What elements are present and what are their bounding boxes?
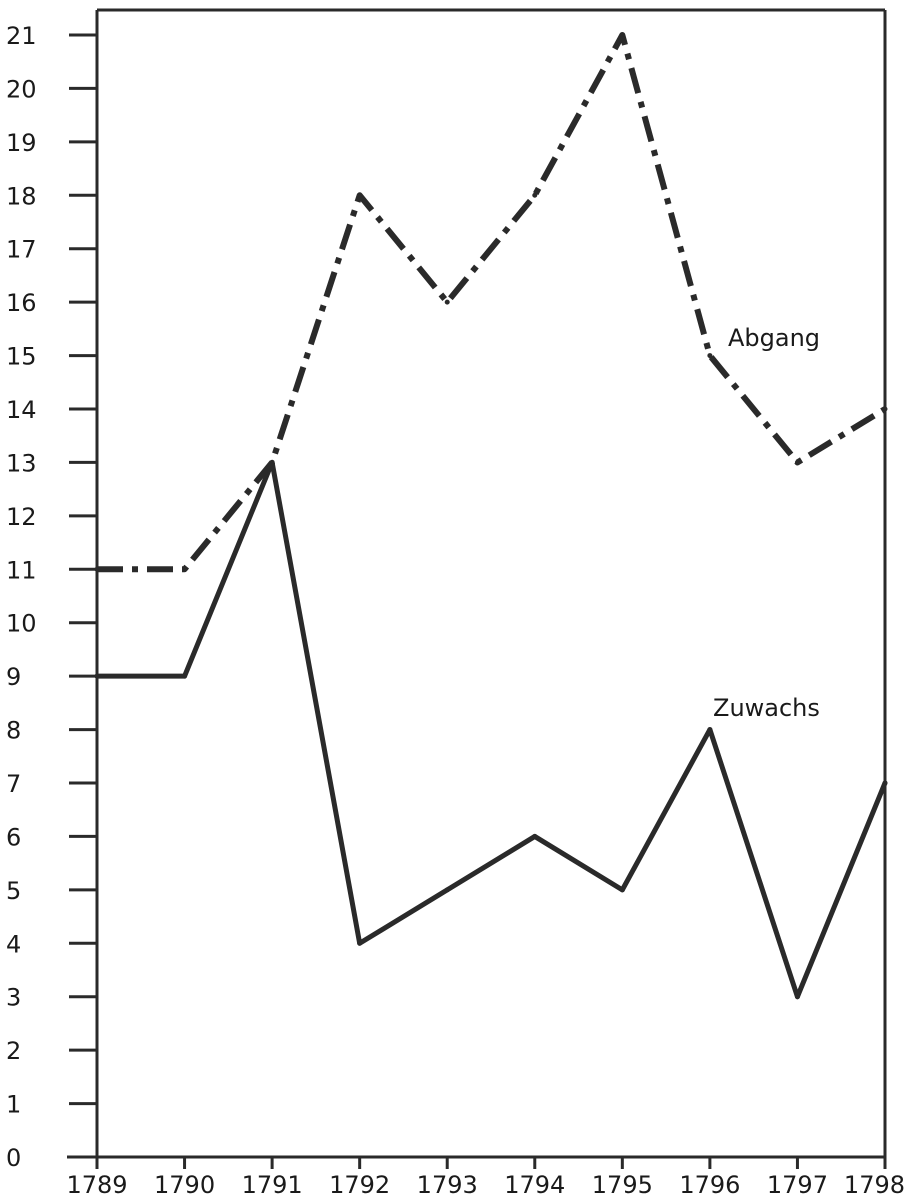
y-tick-label: 17	[6, 236, 37, 264]
data-point-abgang	[94, 566, 100, 572]
y-tick-label: 13	[6, 449, 37, 477]
series-layer	[94, 32, 888, 1000]
data-point-abgang	[882, 406, 888, 412]
data-point-zuwachs	[794, 994, 800, 1000]
data-point-zuwachs	[532, 833, 538, 839]
series-label-zuwachs: Zuwachs	[713, 694, 820, 722]
y-tick-label: 10	[6, 610, 37, 638]
data-point-zuwachs	[357, 940, 363, 946]
data-point-abgang	[619, 32, 625, 38]
x-tick-label: 1795	[592, 1171, 653, 1199]
x-tick-label: 1794	[504, 1171, 565, 1199]
x-tick-label: 1793	[417, 1171, 478, 1199]
x-tick-label: 1791	[242, 1171, 303, 1199]
data-point-zuwachs	[619, 887, 625, 893]
y-tick-label: 3	[6, 984, 21, 1012]
data-point-abgang	[707, 353, 713, 359]
data-point-zuwachs	[444, 887, 450, 893]
x-tick-label: 1798	[844, 1171, 905, 1199]
y-tick-label: 16	[6, 289, 37, 317]
y-tick-label: 15	[6, 343, 37, 371]
data-point-zuwachs	[707, 727, 713, 733]
y-tick-label: 1	[6, 1091, 21, 1119]
y-tick-label: 20	[6, 75, 37, 103]
y-tick-label: 2	[6, 1037, 21, 1065]
series-line-zuwachs	[94, 459, 888, 1000]
data-point-abgang	[444, 299, 450, 305]
data-point-abgang	[794, 459, 800, 465]
data-point-zuwachs	[182, 673, 188, 679]
y-tick-label: 5	[6, 877, 21, 905]
data-point-abgang	[532, 192, 538, 198]
series-label-abgang: Abgang	[728, 324, 820, 352]
y-tick-label: 21	[6, 22, 37, 50]
y-tick-label: 18	[6, 182, 37, 210]
series-line-abgang	[97, 32, 887, 573]
x-tick-label: 1792	[329, 1171, 390, 1199]
y-tick-label: 8	[6, 717, 21, 745]
data-point-zuwachs	[94, 673, 100, 679]
x-axis-ticks: 1789 1790 1791 1792 1793 1794 1795 1796 1797 1798	[66, 1157, 905, 1199]
y-tick-label: 11	[6, 556, 37, 584]
x-tick-label: 1797	[767, 1171, 828, 1199]
x-tick-label: 1789	[66, 1171, 127, 1199]
data-point-abgang	[357, 192, 363, 198]
y-tick-label: 6	[6, 823, 21, 851]
data-point-abgang	[182, 566, 188, 572]
y-tick-label: 9	[6, 663, 21, 691]
y-tick-label: 14	[6, 396, 37, 424]
x-tick-label: 1790	[154, 1171, 215, 1199]
y-tick-label: 7	[6, 770, 21, 798]
y-tick-label: 19	[6, 129, 37, 157]
y-tick-label: 12	[6, 503, 37, 531]
data-point-abgang	[269, 459, 275, 465]
series-labels: Abgang Zuwachs	[713, 324, 820, 722]
y-tick-label: 4	[6, 930, 21, 958]
data-point-zuwachs	[882, 780, 888, 786]
x-tick-label: 1796	[679, 1171, 740, 1199]
y-tick-label: 0	[6, 1144, 21, 1172]
